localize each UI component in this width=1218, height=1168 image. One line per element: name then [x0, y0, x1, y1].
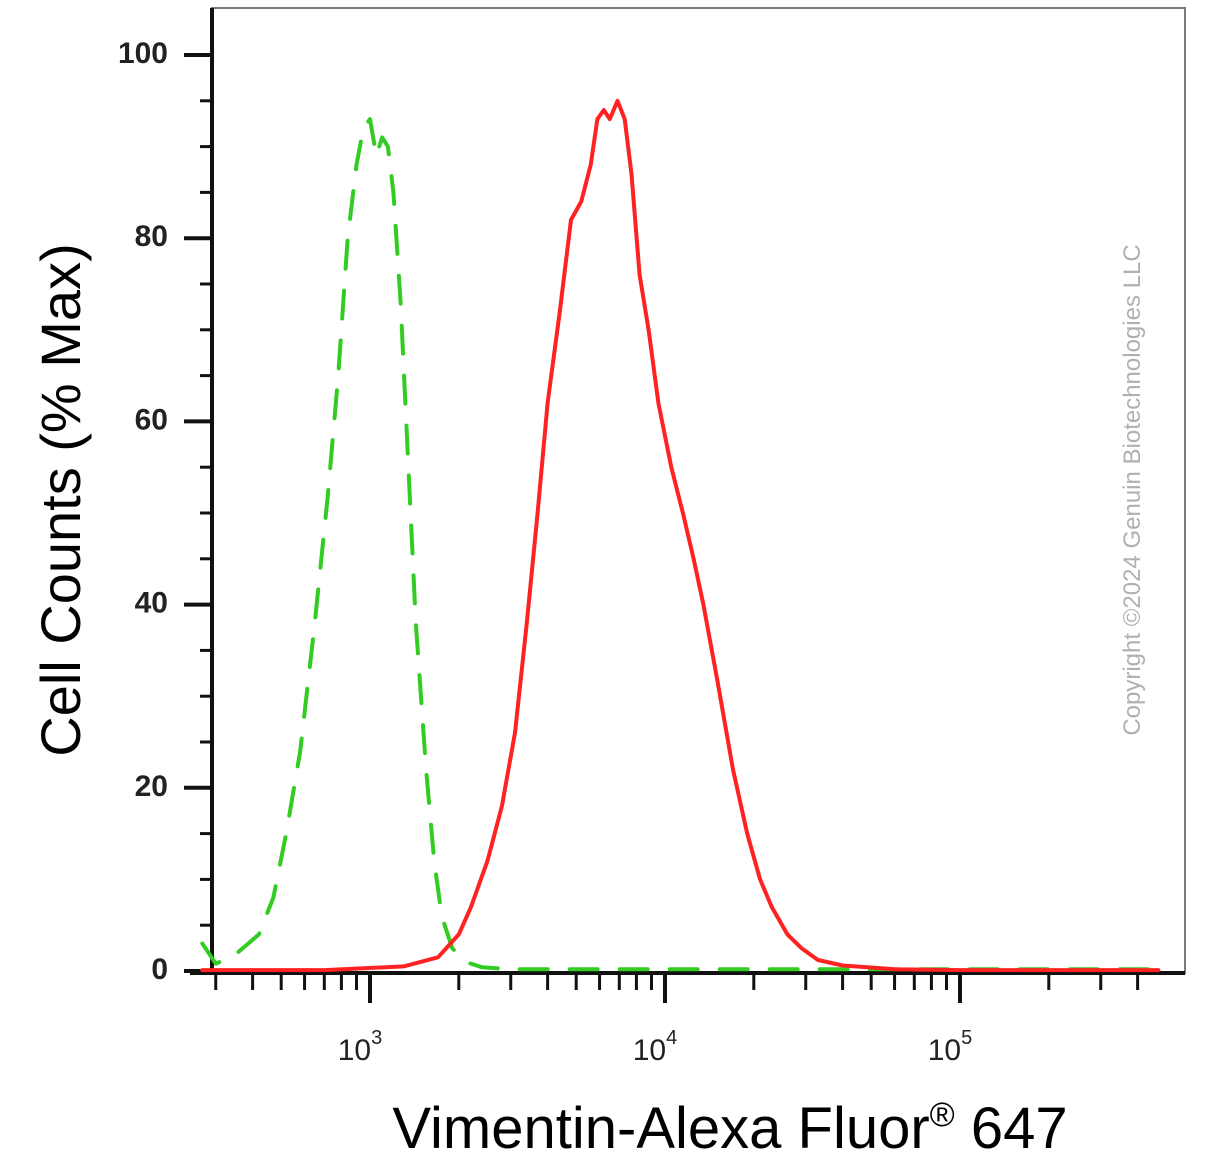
x-tick-label: 105 [928, 1027, 973, 1067]
y-axis-ticks: 0 20 40 60 80 100 [118, 37, 212, 986]
y-tick-label: 60 [135, 403, 168, 436]
series-layer [200, 98, 1161, 973]
x-axis-ticks: 103 104 105 [214, 973, 1140, 1067]
y-tick-label: 80 [135, 220, 168, 253]
y-tick-label: 20 [135, 770, 168, 803]
y-tick-label: 40 [135, 587, 168, 620]
series-line-2 [200, 98, 1161, 973]
x-tick-label: 103 [338, 1027, 383, 1067]
x-tick-exponent: 4 [666, 1027, 677, 1049]
x-tick-base: 10 [338, 1034, 371, 1067]
series-line-1 [200, 117, 1161, 972]
x-tick-exponent: 5 [961, 1027, 972, 1049]
y-tick-label: 100 [118, 37, 168, 70]
x-tick-label: 104 [633, 1027, 678, 1067]
copyright-watermark: Copyright ©2024 Genuin Biotechnologies L… [1119, 244, 1146, 735]
x-axis-title-main: Vimentin-Alexa Fluor [392, 1096, 929, 1161]
x-axis-title-suffix: 647 [955, 1096, 1068, 1161]
y-axis-title: Cell Counts (% Max) [29, 243, 92, 756]
x-tick-base: 10 [633, 1034, 666, 1067]
x-tick-exponent: 3 [371, 1027, 382, 1049]
y-tick-label: 0 [151, 953, 168, 986]
x-tick-base: 10 [928, 1034, 961, 1067]
x-axis-title: Vimentin-Alexa Fluor® 647 [392, 1096, 1067, 1161]
x-axis-title-superscript: ® [930, 1096, 955, 1134]
